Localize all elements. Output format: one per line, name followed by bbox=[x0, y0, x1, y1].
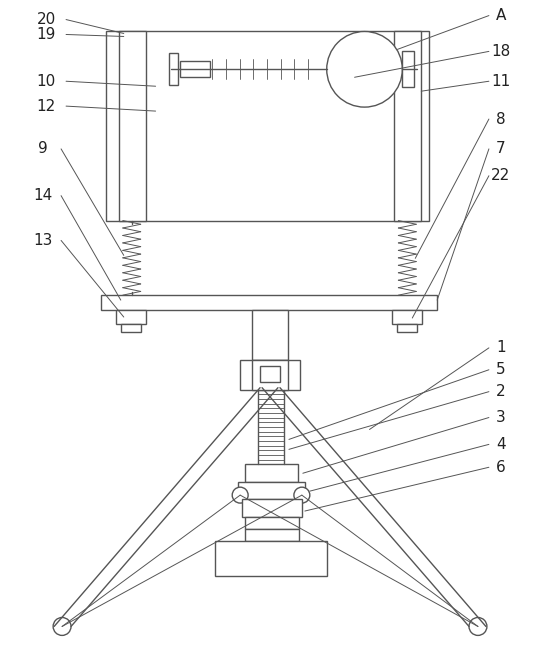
Bar bbox=[245, 517, 299, 529]
Bar bbox=[119, 32, 146, 221]
Text: 9: 9 bbox=[38, 141, 48, 156]
Text: 10: 10 bbox=[37, 74, 56, 89]
Bar bbox=[245, 464, 298, 482]
Bar bbox=[116, 310, 146, 324]
Bar bbox=[252, 360, 288, 389]
Text: 4: 4 bbox=[496, 437, 505, 452]
Bar bbox=[242, 499, 302, 517]
Bar bbox=[397, 324, 417, 332]
Text: 6: 6 bbox=[496, 459, 506, 475]
Bar bbox=[394, 32, 421, 221]
Text: 19: 19 bbox=[37, 27, 56, 42]
Circle shape bbox=[53, 617, 71, 635]
Text: 12: 12 bbox=[37, 99, 56, 114]
Text: 7: 7 bbox=[496, 141, 505, 156]
Bar bbox=[106, 32, 429, 221]
Text: 2: 2 bbox=[496, 384, 505, 399]
Text: 1: 1 bbox=[496, 340, 505, 356]
Text: 22: 22 bbox=[491, 168, 510, 183]
Text: 11: 11 bbox=[491, 74, 510, 89]
Circle shape bbox=[232, 487, 248, 503]
Bar bbox=[168, 53, 178, 85]
Text: 13: 13 bbox=[33, 233, 53, 248]
Text: 14: 14 bbox=[33, 188, 53, 203]
Text: 18: 18 bbox=[491, 44, 510, 59]
Text: 3: 3 bbox=[496, 410, 506, 425]
Bar bbox=[260, 366, 280, 382]
Circle shape bbox=[469, 617, 487, 635]
Bar bbox=[216, 541, 327, 576]
Bar bbox=[252, 310, 288, 360]
Text: 5: 5 bbox=[496, 362, 505, 377]
Bar bbox=[181, 62, 211, 77]
Bar bbox=[245, 529, 299, 541]
Text: 8: 8 bbox=[496, 112, 505, 127]
Text: A: A bbox=[496, 8, 506, 23]
Circle shape bbox=[327, 32, 403, 107]
Bar bbox=[403, 51, 414, 87]
Bar bbox=[240, 360, 300, 389]
Circle shape bbox=[294, 487, 310, 503]
Text: 20: 20 bbox=[37, 12, 56, 27]
Bar bbox=[238, 482, 305, 499]
Bar bbox=[392, 310, 422, 324]
Bar bbox=[121, 324, 141, 332]
Bar bbox=[101, 295, 437, 310]
